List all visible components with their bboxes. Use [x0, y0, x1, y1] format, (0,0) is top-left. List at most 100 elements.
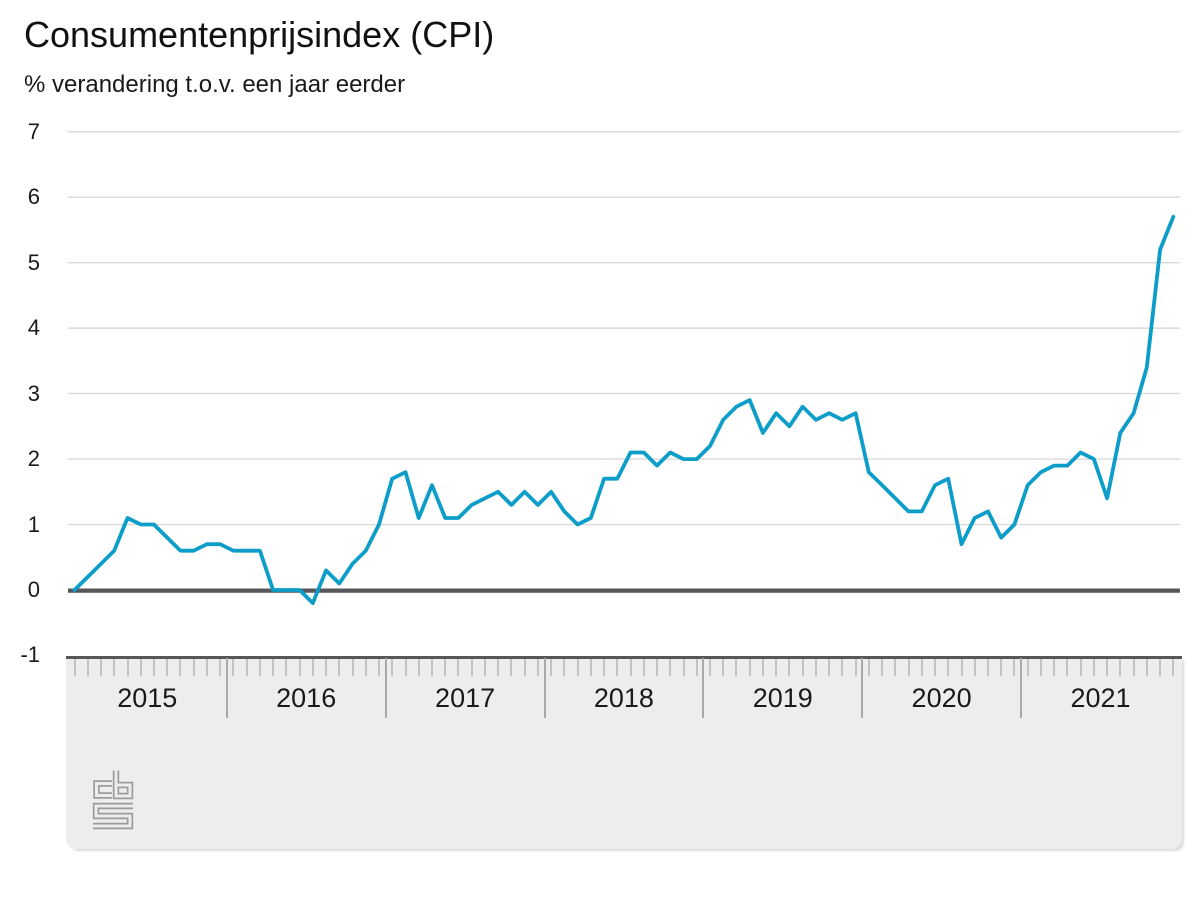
- year-label: 2016: [276, 683, 337, 713]
- month-tick: [934, 659, 936, 676]
- year-divider: [225, 658, 228, 718]
- month-tick: [100, 659, 102, 676]
- month-tick: [113, 659, 116, 676]
- month-tick: [272, 659, 275, 676]
- month-tick: [404, 659, 407, 676]
- x-axis-band: [66, 656, 1182, 849]
- month-tick: [920, 659, 923, 676]
- month-tick: [1013, 659, 1016, 676]
- month-tick: [1026, 659, 1029, 676]
- month-tick: [483, 659, 486, 676]
- month-tick: [457, 659, 460, 676]
- month-tick: [867, 659, 870, 676]
- year-divider: [702, 658, 705, 718]
- month-tick: [510, 659, 513, 676]
- year-label: 2015: [117, 683, 178, 713]
- month-tick: [258, 659, 261, 676]
- year-label: 2019: [752, 683, 813, 713]
- y-axis-label: 2: [27, 446, 40, 472]
- y-axis-label: 0: [27, 577, 40, 602]
- month-tick: [801, 659, 804, 676]
- month-tick: [298, 659, 301, 676]
- year-divider: [1020, 658, 1023, 718]
- month-tick: [854, 659, 857, 676]
- month-tick: [431, 659, 433, 676]
- month-tick: [828, 659, 831, 676]
- year-label: 2017: [435, 683, 496, 713]
- month-tick: [523, 659, 526, 676]
- month-tick: [311, 659, 314, 676]
- month-tick: [947, 659, 950, 676]
- year-divider: [861, 658, 864, 718]
- month-tick: [894, 659, 897, 676]
- month-tick: [470, 659, 473, 676]
- month-tick: [682, 659, 685, 676]
- month-tick: [325, 659, 327, 676]
- month-tick: [86, 659, 89, 676]
- month-tick: [973, 659, 976, 676]
- month-tick: [1106, 659, 1109, 676]
- month-tick: [761, 659, 764, 676]
- month-tick: [987, 659, 989, 676]
- y-axis-label: 3: [27, 380, 40, 406]
- month-tick: [1132, 659, 1135, 676]
- month-tick: [1092, 659, 1095, 676]
- cpi-series-line: [72, 214, 1176, 605]
- month-tick: [417, 659, 420, 676]
- month-tick: [126, 659, 129, 676]
- month-tick: [192, 659, 195, 676]
- month-tick: [364, 659, 367, 676]
- month-tick: [152, 659, 155, 676]
- month-tick: [497, 659, 500, 676]
- month-tick: [1039, 659, 1042, 676]
- month-tick: [576, 659, 579, 676]
- month-tick: [232, 659, 235, 676]
- y-axis-label: 6: [27, 184, 40, 210]
- month-tick: [1159, 659, 1162, 676]
- year-divider: [543, 658, 546, 718]
- chart-title: Consumentenprijsindex (CPI): [24, 14, 495, 55]
- y-axis-label: 5: [27, 249, 40, 275]
- month-tick: [444, 659, 447, 676]
- month-tick: [378, 659, 380, 676]
- cpi-line-chart: [67, 131, 1180, 605]
- month-tick: [629, 659, 632, 676]
- month-tick: [139, 659, 142, 676]
- month-tick: [603, 659, 606, 676]
- month-tick: [1066, 659, 1069, 676]
- month-tick: [285, 659, 288, 676]
- month-tick: [814, 659, 817, 676]
- month-tick: [735, 659, 738, 676]
- month-tick: [960, 659, 963, 676]
- month-tick: [179, 659, 182, 676]
- month-tick: [166, 659, 169, 676]
- month-tick: [881, 659, 884, 676]
- y-axis-label: -1: [20, 642, 40, 668]
- month-tick: [695, 659, 698, 676]
- month-tick: [709, 659, 711, 676]
- y-axis-label: 4: [27, 315, 40, 341]
- month-tick: [1145, 659, 1148, 676]
- month-tick: [1172, 659, 1175, 676]
- month-tick: [841, 659, 844, 676]
- y-axis-label: 7: [27, 118, 40, 144]
- month-tick: [642, 659, 645, 676]
- month-tick: [563, 659, 566, 676]
- month-tick: [536, 659, 539, 676]
- month-tick: [1053, 659, 1056, 676]
- month-tick: [656, 659, 658, 676]
- month-tick: [219, 659, 222, 676]
- month-tick: [550, 659, 553, 676]
- y-axis-label: 1: [27, 511, 40, 537]
- year-divider: [384, 658, 387, 718]
- chart-subtitle: % verandering t.o.v. een jaar eerder: [24, 71, 406, 98]
- month-tick: [1000, 659, 1003, 676]
- month-tick: [245, 659, 248, 676]
- month-tick: [589, 659, 592, 676]
- year-label: 2018: [593, 683, 654, 713]
- month-tick: [1119, 659, 1122, 676]
- month-tick: [907, 659, 910, 676]
- month-tick: [616, 659, 619, 676]
- month-tick: [205, 659, 208, 676]
